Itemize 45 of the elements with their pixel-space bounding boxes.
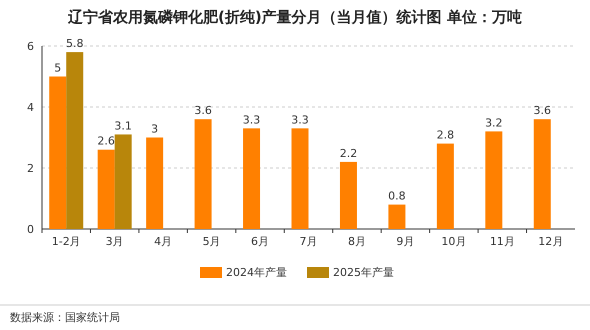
data-label: 3.3 — [291, 113, 309, 126]
data-label: 3.1 — [114, 119, 132, 132]
bar — [114, 134, 132, 229]
data-label: 3.6 — [194, 104, 212, 118]
x-tick-label: 12月 — [538, 235, 564, 248]
data-label: 3.6 — [534, 104, 552, 118]
x-tick-label: 3月 — [106, 235, 124, 248]
y-tick-label: 0 — [27, 223, 34, 236]
bar — [388, 204, 406, 229]
bar — [292, 128, 308, 229]
legend-label: 2024年产量 — [226, 266, 287, 279]
y-tick-label: 6 — [27, 40, 34, 53]
x-tick-label: 7月 — [300, 235, 318, 248]
x-tick-label: 9月 — [396, 235, 414, 248]
bar — [66, 52, 84, 229]
data-label: 5 — [54, 62, 62, 74]
legend-label: 2025年产量 — [333, 266, 394, 279]
x-tick-label: 6月 — [251, 235, 270, 248]
bar — [534, 119, 551, 229]
y-tick-label: 2 — [27, 162, 34, 175]
data-label: 3 — [151, 122, 158, 136]
bar — [146, 138, 164, 229]
bar — [340, 162, 357, 229]
bar — [485, 131, 502, 229]
data-label: 3.3 — [242, 113, 260, 126]
bar — [49, 76, 66, 229]
data-label: 2.6 — [97, 134, 115, 148]
chart-title: 辽宁省农用氮磷钾化肥(折纯)产量分月（当月值）统计图 单位：万吨 — [67, 8, 522, 26]
data-label: 0.8 — [388, 190, 406, 203]
bar — [98, 150, 115, 229]
data-label: 2.2 — [340, 146, 358, 160]
data-label: 2.8 — [436, 128, 454, 142]
x-tick-label: 1-2月 — [52, 235, 81, 248]
bar — [194, 119, 212, 229]
x-tick-label: 4月 — [154, 235, 172, 248]
bar — [243, 128, 260, 229]
source-note: 数据来源：国家统计局 — [10, 311, 120, 324]
y-tick-label: 4 — [27, 101, 34, 114]
x-tick-label: 10月 — [441, 235, 466, 248]
data-label: 3.2 — [485, 116, 503, 130]
bar — [436, 144, 454, 229]
data-label: 5.8 — [66, 37, 84, 50]
x-tick-label: 11月 — [490, 235, 515, 248]
x-tick-label: 5月 — [202, 235, 221, 248]
x-tick-label: 8月 — [348, 235, 366, 248]
